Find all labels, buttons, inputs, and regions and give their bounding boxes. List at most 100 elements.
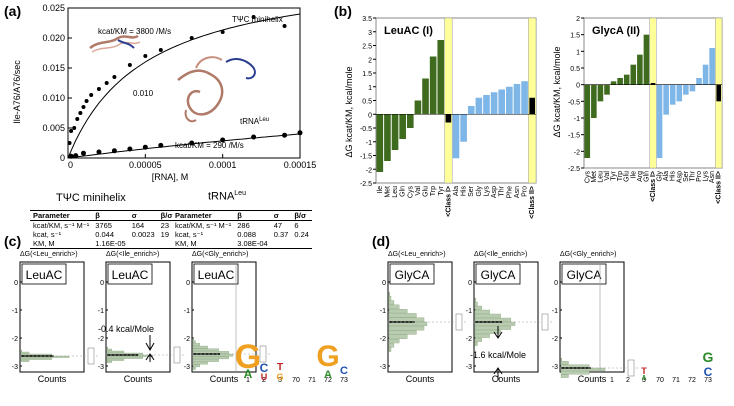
kinetics-ylabel: Ile-A76/A76/sec <box>12 60 22 124</box>
bar-category-label: Met <box>384 186 391 198</box>
class-i-label: <Class I> <box>445 186 452 217</box>
table-left-header-cell: Parameter <box>30 210 93 221</box>
histogram-title: GlyCA <box>567 268 602 282</box>
histogram-title: LeuAC <box>112 268 149 282</box>
bar-category-label: Glu <box>423 186 430 197</box>
histogram-bar <box>192 364 200 368</box>
histogram-header: ΔG(<Ile_enrich>) <box>106 251 159 258</box>
bar <box>437 40 445 115</box>
histogram-bar <box>388 291 390 297</box>
table-row: kcat, s⁻¹ 0.088 0.37 0.24 <box>172 230 312 239</box>
glyca-histograms: ΔG(<Leu_enrich>) GlyCA 0 -1 -2 -3 Counts ΔG(<Il… <box>380 251 714 384</box>
histogram-bar <box>474 301 478 306</box>
trna-fit-curve <box>67 133 301 159</box>
bar <box>376 114 384 172</box>
minihelix-data-point <box>69 129 74 133</box>
table-right-header-cell: Parameter <box>172 210 235 221</box>
minihelix-data-point <box>67 141 72 145</box>
logo-letter: A <box>641 375 646 382</box>
leuac-arrow <box>145 335 155 362</box>
trna-data-point <box>251 134 257 140</box>
bar <box>452 114 460 159</box>
panel-label-c: (c) <box>4 233 21 249</box>
minihelix-data-point <box>220 30 225 34</box>
bar-category-label: Lys <box>483 186 490 197</box>
bar-category-label: Phe <box>506 186 513 199</box>
table-cell: kcat/KM, s⁻¹ M⁻¹ <box>175 221 232 230</box>
histogram-bar <box>388 338 400 344</box>
table-row: KM, M 1.16E-05 <box>30 239 176 249</box>
y-tick-label: -2 <box>12 336 18 343</box>
table-left-header-cell: β/σ <box>157 210 176 221</box>
table-cell <box>270 239 292 249</box>
bar <box>422 78 429 115</box>
bar-category-label: Asp <box>676 171 683 183</box>
bar-category-label: Pro <box>696 171 703 182</box>
bar-category-label: Ser <box>468 185 475 197</box>
logo-position-label: 70 <box>292 377 300 384</box>
free-energy-bar-charts: ΔG kcat/KM, kcal/mole ΔG kcat/KM, kcal/m… <box>344 16 723 219</box>
bar <box>406 114 414 128</box>
class-i-label: <Class I> <box>650 171 657 202</box>
table-cell: KM, M <box>172 239 235 249</box>
histogram-title-box <box>193 263 239 285</box>
y-tick-label: -1 <box>380 308 386 315</box>
histogram-bar <box>474 325 511 330</box>
histogram-bar <box>192 356 229 360</box>
histogram-bar <box>106 360 112 363</box>
logo-position-label: 73 <box>340 377 348 384</box>
minihelix-data-point <box>158 48 163 52</box>
logo-position-label: 3 <box>642 377 646 384</box>
leuac-histograms: ΔG(<Leu_enrich>) LeuAC 0 -1 -2 -3 Counts ΔG(<Il… <box>12 251 348 384</box>
bar-category-label: Glu <box>624 171 631 182</box>
table-right-header-cell: σ <box>270 210 292 221</box>
bar <box>696 78 702 85</box>
bar-category-label: Val <box>415 186 422 196</box>
table-cell: 3.08E-04 <box>234 239 271 249</box>
trna-illustration <box>177 56 256 123</box>
table-row: kcat/KM, s⁻¹ M⁻¹ 286 47 6 <box>172 221 312 231</box>
y-tick-label: -3 <box>12 364 18 371</box>
histogram-bar <box>474 341 478 346</box>
bar-category-label: Gly <box>476 186 483 197</box>
histogram-bar <box>560 357 562 362</box>
trna-data-point <box>68 153 74 159</box>
bar-category-label: His <box>461 186 468 197</box>
histogram-header: ΔG(<Gly_enrich>) <box>560 251 616 258</box>
y-tick-label: -2 <box>574 149 580 156</box>
table-right-title: tRNALeu <box>208 190 246 203</box>
table-row: kcat/KM, s⁻¹ M⁻¹ 3765 164 23 <box>30 221 175 231</box>
histogram-bar <box>474 329 501 334</box>
bar-category-label: Tyr <box>438 185 445 195</box>
logo-letter: G <box>276 372 283 382</box>
y-tick-label: 0 <box>368 112 372 119</box>
y-tick-label: 0.005 <box>42 123 65 133</box>
minihelix-data-point <box>72 126 77 130</box>
histogram-bar <box>560 364 590 368</box>
logo-letter: U <box>261 372 268 382</box>
logo-position-label: 3 <box>278 377 282 384</box>
bar <box>498 89 506 115</box>
logo-position-label: 72 <box>688 377 696 384</box>
y-tick-label: -0.5 <box>568 99 580 106</box>
logo-position-label: 2 <box>626 377 630 384</box>
histogram-bar <box>106 358 125 361</box>
bar <box>637 54 643 85</box>
bar-category-label: Arg <box>637 171 644 182</box>
logo-letter: A <box>244 367 253 381</box>
y-tick-label: 3.5 <box>362 16 372 23</box>
trna-data-point <box>142 144 148 150</box>
bar-category-label: Asn <box>514 186 521 198</box>
y-tick-label: 0.015 <box>42 63 65 73</box>
histogram-title-box <box>475 263 521 285</box>
y-tick-label: 0 <box>468 280 472 287</box>
bar <box>702 64 709 85</box>
minihelix-data-point <box>96 87 101 91</box>
class-ii-label: <Class II> <box>529 186 536 219</box>
x-tick-label: 0.00005 <box>129 160 162 170</box>
bar <box>689 84 696 92</box>
trna-data-point <box>127 146 133 152</box>
bar <box>475 97 483 115</box>
